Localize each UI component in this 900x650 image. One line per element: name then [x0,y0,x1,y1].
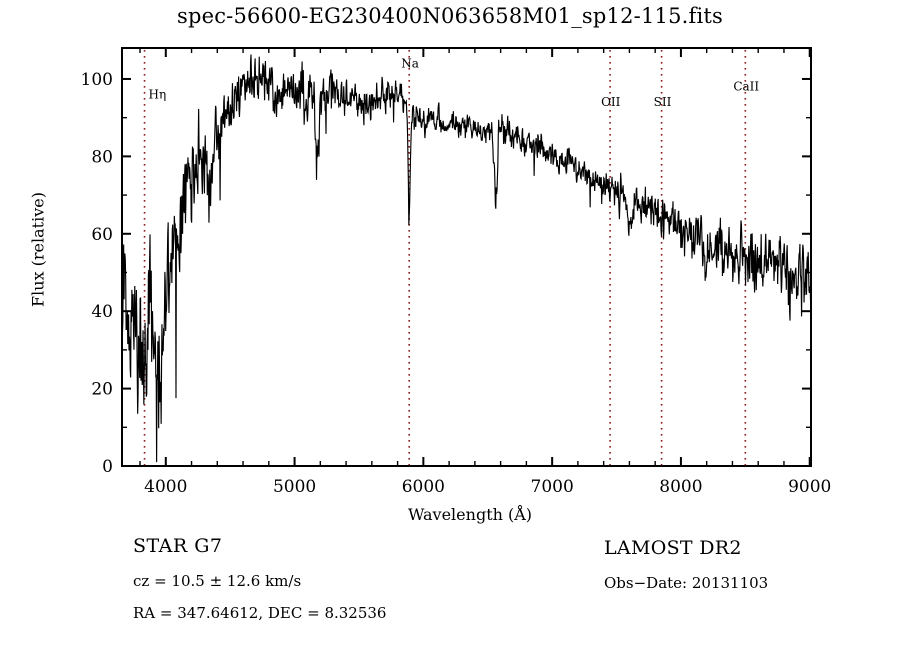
line-marker-label: Hη [149,87,167,101]
spectrum-trace [123,54,810,463]
y-tick-label: 40 [91,302,113,322]
survey-label: LAMOST DR2 [604,537,742,559]
page-title: spec-56600-EG230400N063658M01_sp12-115.f… [176,4,724,28]
axis-tick-labels: 4000 5000 6000 7000 8000 9000 0 20 40 60 80 100 [81,70,832,497]
x-tick-label: 9000 [788,477,831,497]
x-tick-label: 4000 [144,477,187,497]
redshift-velocity-label: cz = 10.5 ± 12.6 km/s [133,572,302,590]
coordinates-label: RA = 347.64612, DEC = 8.32536 [133,604,387,622]
y-tick-label: 80 [91,147,113,167]
line-marker-label: SII [654,95,672,109]
line-marker-label: OII [601,95,621,109]
x-axis-title: Wavelength (Å) [407,505,533,524]
spectral-line-markers: Hη Na OII SII CaII [143,50,759,465]
x-tick-label: 8000 [659,477,702,497]
y-axis-title: Flux (relative) [28,192,48,307]
observation-date-label: Obs−Date: 20131103 [604,574,769,592]
axis-ticks [122,48,811,467]
plot-frame [121,47,812,467]
line-marker-label: CaII [733,80,759,94]
y-tick-label: 20 [91,380,113,400]
y-tick-label: 100 [81,70,113,90]
x-tick-label: 7000 [531,477,574,497]
y-tick-label: 60 [91,225,113,245]
x-tick-label: 6000 [402,477,445,497]
x-tick-label: 5000 [273,477,316,497]
y-tick-label: 0 [102,457,113,477]
object-type-label: STAR G7 [133,535,223,557]
line-marker-label: Na [401,56,419,70]
